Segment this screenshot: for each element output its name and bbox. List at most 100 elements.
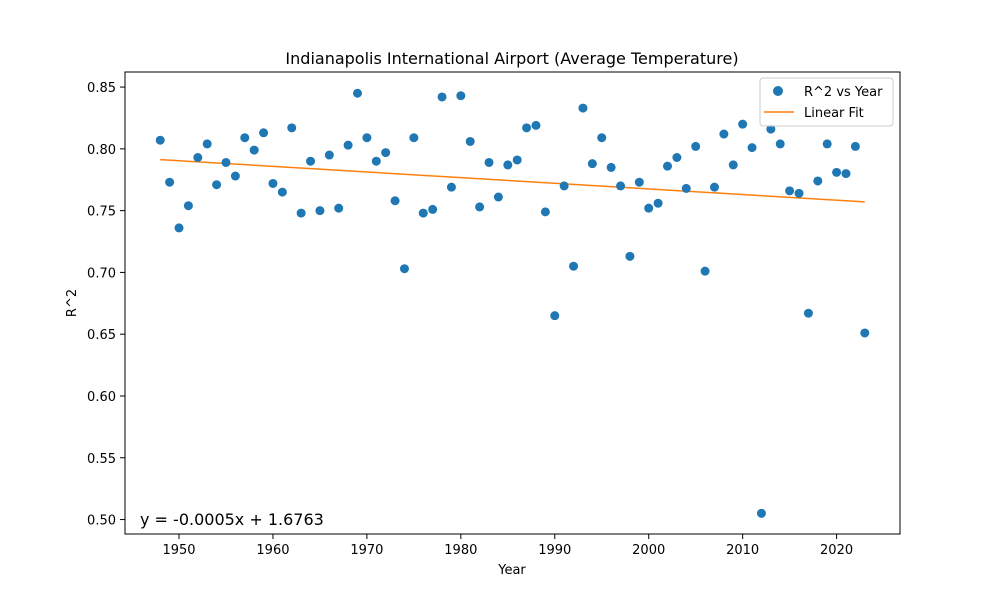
x-tick-label: 2020 [820,543,853,558]
data-point [672,153,682,163]
data-point [409,133,419,143]
x-tick-label: 2000 [632,543,665,558]
data-point [437,92,447,102]
data-point [221,157,231,167]
data-point [165,177,175,187]
data-point [700,266,710,276]
legend-label-scatter: R^2 vs Year [804,85,883,100]
data-point [202,139,212,149]
data-point [428,204,438,214]
data-point [399,264,409,274]
data-point [756,508,766,518]
data-point [174,223,184,233]
data-point [343,140,353,150]
data-point [193,153,203,163]
data-point [353,88,362,98]
data-point [738,119,748,129]
data-point [493,192,503,202]
data-point [569,261,579,271]
x-tick-label: 1990 [538,543,571,558]
data-point [728,160,738,170]
data-point [324,150,334,160]
data-point [362,133,372,143]
data-point [747,143,757,153]
data-point [465,136,475,146]
data-point [540,207,550,217]
scatter-points [155,88,870,518]
data-point [371,156,381,166]
data-point [259,128,269,138]
y-tick-label: 0.60 [87,390,116,405]
x-tick-label: 1970 [350,543,383,558]
y-tick-label: 0.75 [87,205,116,220]
data-point [663,161,672,171]
x-tick-label: 2010 [726,543,759,558]
data-point [550,311,560,321]
data-point [785,186,795,196]
data-point [634,177,644,187]
data-point [230,171,240,181]
data-point [183,201,193,211]
data-point [522,123,532,133]
data-point [334,203,344,213]
data-point [578,103,588,113]
data-point [531,120,541,130]
data-point [484,157,494,167]
data-point [390,196,400,206]
data-point [822,139,832,149]
data-point [268,178,278,188]
data-point [625,251,635,261]
y-tick-label: 0.70 [87,266,116,281]
x-axis: 1950 1960 1970 1980 1990 2000 2010 2020 [162,534,853,558]
y-tick-label: 0.85 [87,81,116,96]
data-point [794,188,804,198]
data-point [587,159,597,169]
data-point [315,206,325,216]
data-point [296,208,306,218]
x-axis-label: Year [497,563,526,578]
data-point [475,202,485,212]
plot-area [124,71,901,535]
data-point [841,169,851,179]
y-axis-label: R^2 [65,289,80,317]
data-point [446,182,456,192]
y-tick-label: 0.50 [87,514,116,529]
data-point [709,182,719,192]
linear-fit-line [160,158,865,203]
data-point [249,145,259,155]
data-point [418,208,428,218]
data-point [606,162,616,172]
data-point [287,123,297,133]
data-point [616,181,626,191]
y-tick-label: 0.65 [87,328,116,343]
legend-box [759,77,894,127]
data-point [512,155,522,165]
x-tick-label: 1980 [444,543,477,558]
y-axis: 0.50 0.55 0.60 0.65 0.70 0.75 0.80 0.85 [87,81,125,529]
data-point [381,148,391,158]
data-point [597,133,607,143]
data-point [681,183,691,193]
data-point [306,156,316,166]
y-tick-label: 0.55 [87,452,116,467]
legend-label-line: Linear Fit [804,106,864,121]
data-point [813,176,823,186]
data-point [240,133,250,143]
data-point [860,328,870,338]
x-tick-label: 1950 [162,543,195,558]
data-point [766,124,776,134]
data-point [559,181,569,191]
legend: R^2 vs Year Linear Fit [759,77,894,127]
data-point [719,129,729,139]
data-point [653,198,663,208]
data-point [691,141,701,151]
data-point [155,135,165,145]
legend-marker-scatter [773,86,783,96]
chart-title: Indianapolis International Airport (Aver… [285,49,738,68]
data-point [850,141,860,151]
data-point [644,203,654,213]
data-point [503,160,513,170]
x-tick-label: 1960 [256,543,289,558]
data-point [277,187,287,197]
